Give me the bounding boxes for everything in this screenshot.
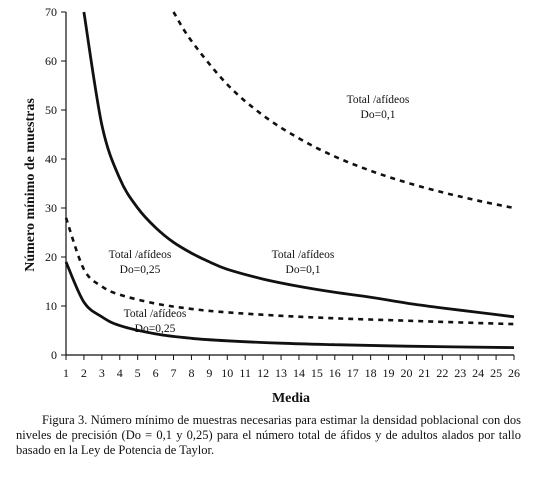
- y-tick-label: 10: [45, 299, 57, 313]
- y-tick-label: 50: [45, 103, 57, 117]
- series-label-3-line-1: Total /afídeos: [272, 249, 335, 261]
- x-tick-label: 26: [508, 366, 520, 380]
- series-label-2-line-2: Do=0,25: [120, 264, 161, 276]
- x-tick-label: 12: [257, 366, 269, 380]
- x-tick-label: 8: [188, 366, 194, 380]
- series-labels: Total /afídeos Do=0,1 Total /afídeos Do=0,2…: [109, 94, 410, 335]
- y-tick-label: 30: [45, 201, 57, 215]
- series-label-2-line-1: Total /afídeos: [109, 249, 172, 261]
- x-tick-label: 5: [135, 366, 141, 380]
- figure-caption: Figura 3. Número mínimo de muestras nece…: [16, 413, 521, 458]
- series-line-1: [174, 12, 515, 208]
- x-tick-label: 23: [454, 366, 466, 380]
- x-tick-label: 17: [347, 366, 359, 380]
- x-tick-label: 24: [472, 366, 484, 380]
- series-group: [66, 12, 514, 348]
- x-tick-label: 6: [153, 366, 159, 380]
- x-tick-label: 21: [418, 366, 430, 380]
- y-tick-label: 40: [45, 152, 57, 166]
- x-tick-label: 13: [275, 366, 287, 380]
- x-tick-label: 16: [329, 366, 341, 380]
- x-tick-label: 18: [365, 366, 377, 380]
- y-tick-label: 0: [51, 348, 57, 362]
- x-tick-label: 2: [81, 366, 87, 380]
- series-label-1-line-2: Do=0,1: [361, 109, 396, 121]
- y-tick-label: 60: [45, 54, 57, 68]
- y-tick-label: 70: [45, 5, 57, 19]
- y-axis-title: Número mínimo de muestras: [23, 98, 38, 272]
- x-tick-label: 20: [400, 366, 412, 380]
- x-tick-label: 4: [117, 366, 123, 380]
- x-tick-label: 15: [311, 366, 323, 380]
- x-axis-title: Media: [272, 391, 310, 406]
- x-tick-label: 14: [293, 366, 305, 380]
- series-label-4-line-2: Do=0,25: [135, 323, 176, 335]
- series-label-3-line-2: Do=0,1: [286, 264, 321, 276]
- x-tick-label: 9: [206, 366, 212, 380]
- x-tick-label: 19: [383, 366, 395, 380]
- series-label-4-line-1: Total /afídeos: [124, 308, 187, 320]
- x-tick-label: 11: [239, 366, 251, 380]
- y-tick-label: 20: [45, 250, 57, 264]
- series-label-1-line-1: Total /afídeos: [347, 94, 410, 106]
- x-tick-label: 1: [63, 366, 69, 380]
- x-tick-label: 22: [436, 366, 448, 380]
- x-tick-label: 25: [490, 366, 502, 380]
- x-tick-label: 3: [99, 366, 105, 380]
- x-tick-label: 10: [221, 366, 233, 380]
- x-tick-label: 7: [171, 366, 177, 380]
